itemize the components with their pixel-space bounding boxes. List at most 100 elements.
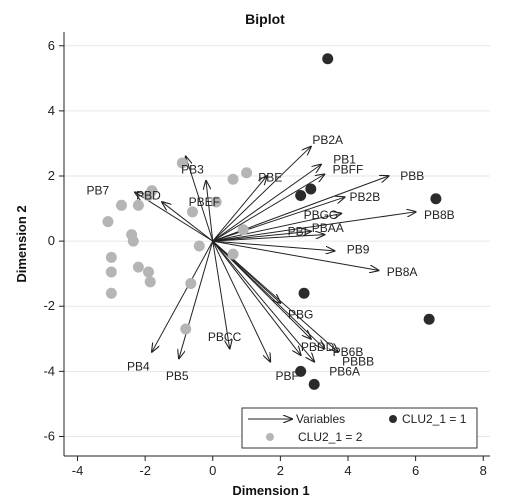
cluster-2-point (105, 287, 117, 299)
cluster-1-point (305, 183, 317, 195)
y-tick-label: 4 (48, 103, 55, 118)
x-tick-label: 0 (209, 463, 216, 478)
cluster-2-point (227, 248, 239, 260)
cluster-2-point (227, 173, 239, 185)
cluster-2-point (105, 251, 117, 263)
cluster-1-point (322, 53, 334, 65)
cluster-2-point (144, 276, 156, 288)
variable-arrows (135, 147, 416, 362)
cluster-2-point (127, 235, 139, 247)
legend-cluster-2-marker (266, 433, 274, 441)
cluster-1-point (423, 313, 435, 325)
variable-arrow-pb5 (179, 240, 214, 358)
cluster-2-point (237, 224, 249, 236)
variable-label-pb7: PB7 (86, 184, 109, 198)
variable-label-pbdd: PBDD (301, 340, 335, 354)
axes: -4 -2 0 2 4 6 8 -6 -4 -2 0 2 4 6 (43, 32, 490, 478)
variable-arrow-pb3 (186, 156, 214, 242)
cluster-2-point (210, 196, 222, 208)
variable-label-pbbb: PBBB (342, 355, 374, 369)
variable-label-pb2b: PB2B (350, 190, 381, 204)
variable-label-pb3: PB3 (181, 162, 204, 176)
legend-box (241, 407, 478, 449)
variable-label-pbf: PBF (275, 369, 298, 383)
variable-arrow-pb8a (212, 240, 379, 270)
x-axis-title: Dimension 1 (232, 483, 309, 498)
y-tick-label: 6 (48, 38, 55, 53)
cluster-2-point (193, 240, 205, 252)
cluster-2-point (132, 199, 144, 211)
variable-label-pbe: PBE (258, 171, 282, 185)
variable-label-pbi: PBI (288, 224, 307, 238)
variable-arrow-pbe (212, 176, 267, 242)
cluster-2-point (185, 277, 197, 289)
variable-label-pb9: PB9 (347, 242, 370, 256)
cluster-2-point (143, 266, 155, 278)
y-tick-label: 2 (48, 168, 55, 183)
variable-arrow-pb6a (212, 240, 314, 361)
y-axis-title: Dimension 2 (14, 205, 29, 282)
cluster-2-point (180, 323, 192, 335)
chart-title: Biplot (245, 11, 285, 27)
variable-arrow-pbff (212, 174, 325, 242)
variable-arrow-pbd (162, 202, 214, 242)
cluster-2-point (186, 206, 198, 218)
cluster-2-point (241, 167, 253, 179)
cluster-1-points (295, 53, 442, 390)
variable-label-pbd: PBD (136, 189, 161, 203)
variable-label-pbg: PBG (288, 307, 313, 321)
variable-label-pbb: PBB (400, 169, 424, 183)
x-tick-label: 6 (412, 463, 419, 478)
variable-label-pbff: PBFF (333, 162, 364, 176)
cluster-2-point (102, 216, 114, 228)
variable-arrow-pbf (212, 240, 301, 355)
cluster-1-point (295, 190, 307, 202)
x-tick-label: 4 (344, 463, 351, 478)
variable-arrow-pbi (212, 231, 311, 242)
x-tick-label: 2 (277, 463, 284, 478)
variable-arrow-pb2a (212, 147, 311, 242)
variable-label-pb6a: PB6A (329, 364, 360, 378)
variable-label-pb2a: PB2A (312, 133, 343, 147)
cluster-1-point (295, 365, 307, 377)
variable-label-pbef: PBEF (189, 195, 220, 209)
variable-arrow-pb1 (212, 165, 321, 242)
legend-cluster-1-marker (389, 415, 397, 423)
variable-label-pbgg: PBGG (304, 208, 339, 222)
legend-cluster-1-label: CLU2_1 = 1 (402, 412, 467, 426)
y-tick-label: -2 (43, 298, 55, 313)
cluster-2-point (176, 157, 188, 169)
cluster-2-point (143, 190, 155, 202)
x-tick-label: -4 (72, 463, 84, 478)
variable-arrow-pb2b (212, 197, 345, 242)
variable-label-pb8b: PB8B (424, 208, 455, 222)
variable-arrow-pbcc (212, 240, 270, 361)
variable-label-pb8a: PB8A (387, 265, 418, 279)
y-tick-label: -6 (43, 428, 55, 443)
cluster-2-point (132, 261, 144, 273)
variable-label-pb5: PB5 (166, 369, 189, 383)
y-tick-label: 0 (48, 233, 55, 248)
cluster-1-point (298, 287, 310, 299)
cluster-1-point (308, 378, 320, 390)
variable-arrow-pb4 (152, 240, 214, 352)
legend-variables-label: Variables (296, 412, 345, 426)
cluster-2-point (105, 266, 117, 278)
variable-label-pbaa: PBAA (312, 221, 344, 235)
variable-label-pbcc: PBCC (208, 330, 242, 344)
variable-arrow-pb8b (212, 212, 416, 242)
variable-label-pb6b: PB6B (333, 345, 364, 359)
variable-arrow-pbef (206, 181, 214, 242)
legend: Variables CLU2_1 = 1 CLU2_1 = 2 (241, 407, 478, 449)
x-tick-label: 8 (480, 463, 487, 478)
variable-arrow-pbc (212, 241, 230, 348)
cluster-1-point (430, 193, 442, 205)
variable-arrow-pbgg (212, 213, 341, 242)
variable-label-pb1: PB1 (333, 153, 356, 167)
x-tick-label: -2 (139, 463, 151, 478)
cluster-2-points (102, 157, 253, 335)
legend-cluster-2-label: CLU2_1 = 2 (298, 430, 363, 444)
variable-label-pb4: PB4 (127, 359, 150, 373)
